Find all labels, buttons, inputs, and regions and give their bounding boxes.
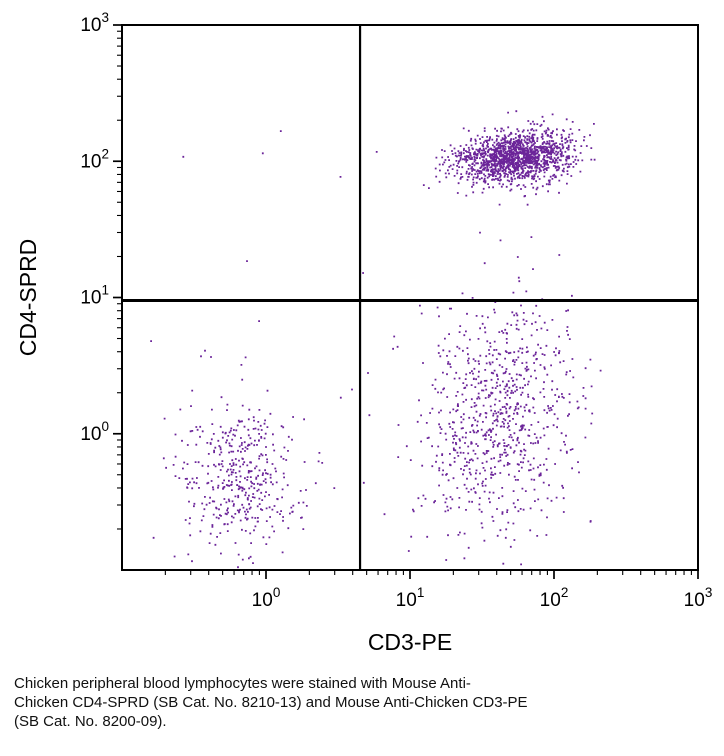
svg-text:100: 100	[80, 419, 109, 445]
caption-line: (SB Cat. No. 8200-09).	[14, 713, 167, 731]
x-axis-label: CD3-PE	[368, 629, 452, 655]
svg-text:102: 102	[540, 585, 569, 611]
svg-text:101: 101	[80, 283, 109, 309]
scatter-points	[150, 110, 602, 569]
svg-text:100: 100	[252, 585, 281, 611]
axis-tick-labels: 100 100 101 101 102 102 103 103	[80, 10, 712, 611]
y-axis-label: CD4-SPRD	[15, 239, 41, 357]
svg-text:101: 101	[396, 585, 425, 611]
plot-border	[121, 24, 699, 571]
svg-text:103: 103	[684, 585, 713, 611]
figure-caption: Chicken peripheral blood lymphocytes wer…	[0, 668, 724, 732]
caption-line: Chicken peripheral blood lymphocytes wer…	[14, 675, 471, 692]
flow-cytometry-dot-plot: 100 100 101 101 102 102 103 103 CD3-PE CD4-SPRD	[15, 10, 712, 655]
caption-line: Chicken CD4-SPRD (SB Cat. No. 8210-13) a…	[14, 694, 528, 712]
svg-text:103: 103	[80, 10, 109, 36]
svg-text:102: 102	[80, 146, 109, 172]
